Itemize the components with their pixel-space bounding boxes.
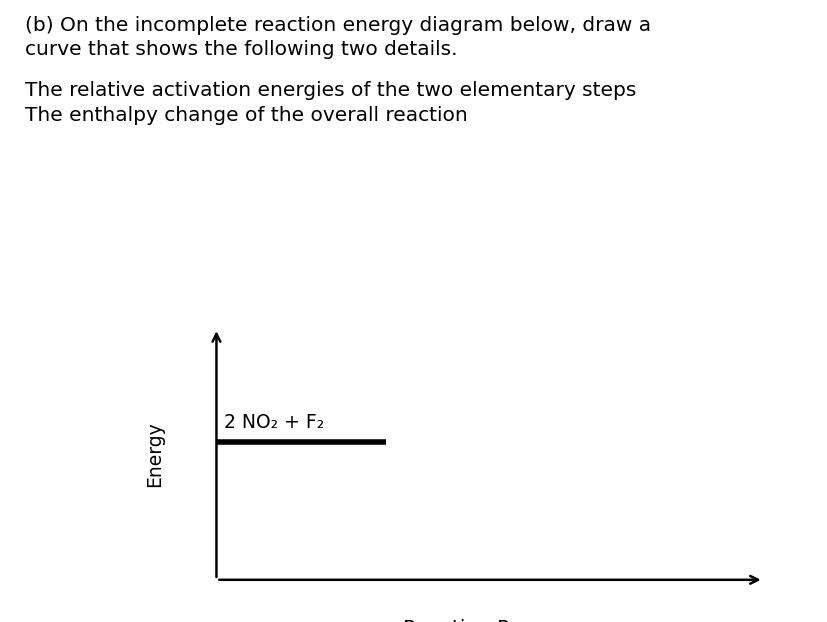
Text: The relative activation energies of the two elementary steps: The relative activation energies of the … xyxy=(25,81,635,100)
Text: Reaction Progress: Reaction Progress xyxy=(402,619,582,622)
Text: (b) On the incomplete reaction energy diagram below, draw a: (b) On the incomplete reaction energy di… xyxy=(25,16,650,35)
Text: 2 NO₂ + F₂: 2 NO₂ + F₂ xyxy=(224,413,324,432)
Text: The enthalpy change of the overall reaction: The enthalpy change of the overall react… xyxy=(25,106,467,125)
Text: curve that shows the following two details.: curve that shows the following two detai… xyxy=(25,40,457,60)
Text: Energy: Energy xyxy=(146,421,164,487)
